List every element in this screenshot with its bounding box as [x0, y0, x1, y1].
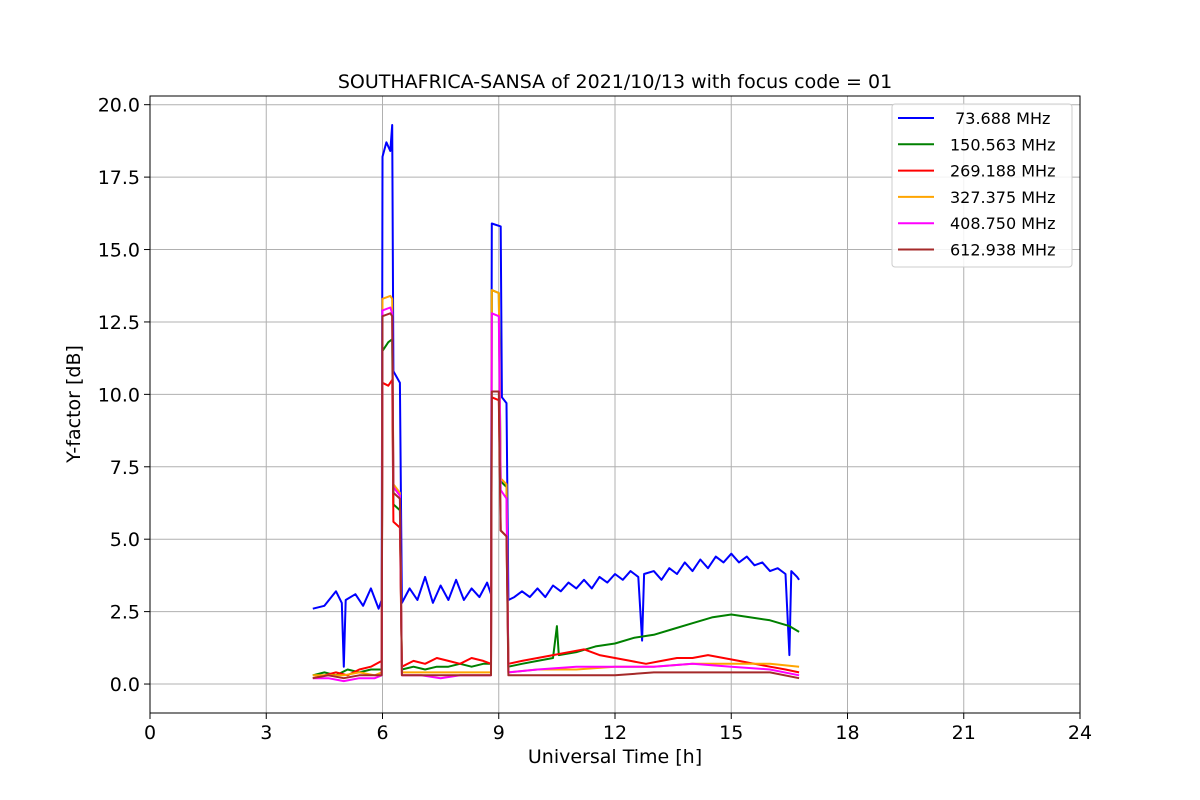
series-line-4	[312, 306, 800, 683]
x-tick-label: 3	[260, 722, 272, 744]
series-line-5	[312, 312, 800, 680]
x-tick-label: 6	[376, 722, 388, 744]
y-tick-label: 15.0	[98, 240, 140, 262]
legend-entry-label: 150.563 MHz	[950, 135, 1055, 154]
grid-lines	[149, 96, 1081, 713]
series-line-1	[312, 289, 800, 677]
y-axis-label: Y-factor [dB]	[63, 345, 85, 464]
y-tick-label: 5.0	[110, 529, 140, 551]
y-tick-label: 10.0	[98, 384, 140, 406]
x-axis-ticks: 0 3 6 9 12 15 18 21 24	[144, 713, 1092, 744]
x-tick-label: 0	[144, 722, 156, 744]
series-line-3	[312, 289, 800, 677]
x-tick-label: 12	[603, 722, 627, 744]
x-tick-label: 15	[719, 722, 743, 744]
y-tick-label: 20.0	[98, 95, 140, 117]
legend-entry-label: 612.938 MHz	[950, 241, 1055, 260]
chart-title: SOUTHAFRICA-SANSA of 2021/10/13 with foc…	[338, 71, 892, 93]
x-axis-label: Universal Time [h]	[528, 746, 702, 768]
x-tick-label: 9	[493, 722, 505, 744]
series-line-0	[312, 124, 800, 668]
legend-entry-label: 408.750 MHz	[950, 214, 1055, 233]
plot-lines	[312, 124, 800, 683]
x-tick-label: 18	[835, 722, 859, 744]
x-tick-label: 24	[1068, 722, 1092, 744]
y-tick-label: 0.0	[110, 674, 140, 696]
y-tick-label: 2.5	[110, 602, 140, 624]
legend-box	[891, 103, 1073, 268]
legend-entry-label: 327.375 MHz	[950, 188, 1055, 207]
x-tick-label: 21	[952, 722, 976, 744]
y-tick-label: 7.5	[110, 457, 140, 479]
legend-entry-label: 73.688 MHz	[950, 109, 1050, 128]
y-tick-label: 12.5	[98, 312, 140, 334]
legend: 73.688 MHz 150.563 MHz 269.188 MHz 327.375 …	[891, 103, 1073, 268]
legend-entry-label: 269.188 MHz	[950, 162, 1055, 181]
y-axis-ticks: 0.0 2.5 5.0 7.5 10.0 12.5 15.0 17.5 20.0	[98, 95, 150, 696]
y-tick-label: 17.5	[98, 167, 140, 189]
